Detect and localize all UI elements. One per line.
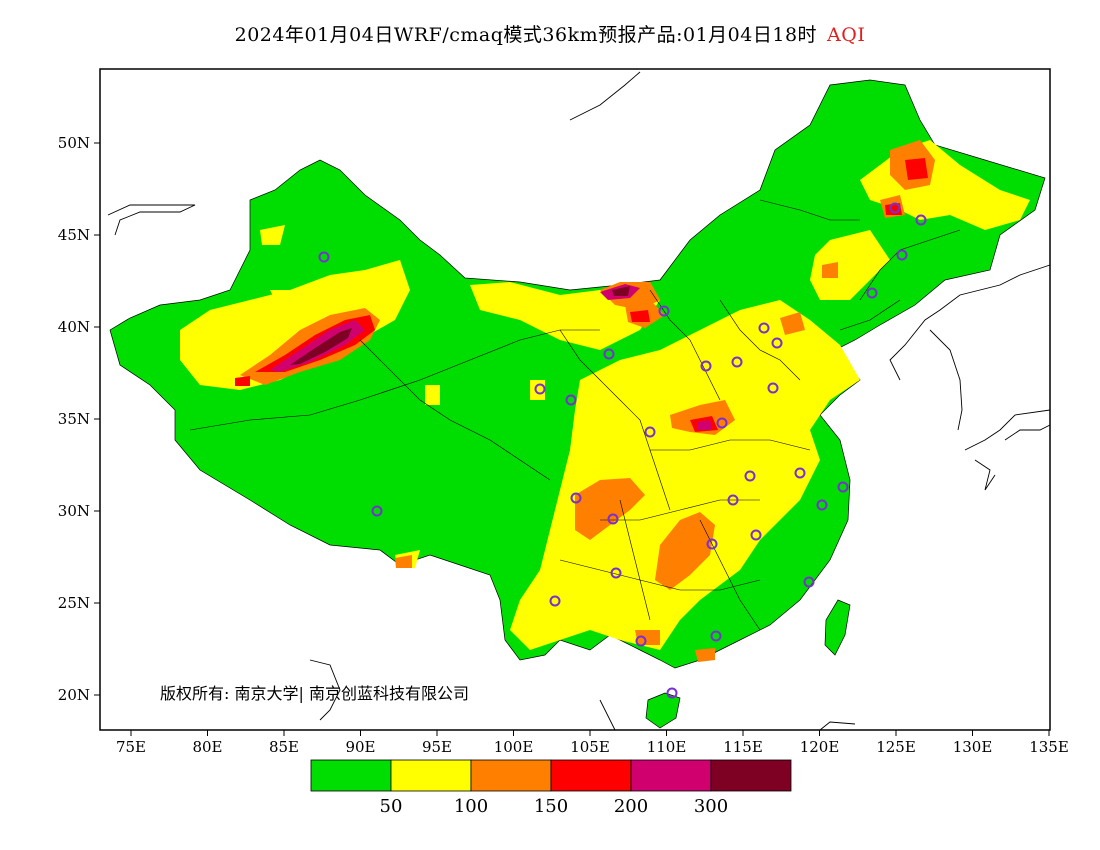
lon-tick-label: 100E	[494, 738, 534, 756]
lat-tick-label: 40N	[58, 318, 90, 336]
lat-tick-label: 35N	[58, 410, 90, 428]
legend-label: 150	[534, 796, 568, 817]
legend-label: 50	[380, 796, 403, 817]
lon-tick-label: 85E	[269, 738, 299, 756]
lon-tick-label: 115E	[723, 738, 763, 756]
lon-tick-label: 105E	[570, 738, 610, 756]
legend-label: 300	[694, 796, 728, 817]
lon-tick-label: 90E	[345, 738, 375, 756]
legend-label: 100	[454, 796, 488, 817]
copyright-notice: 版权所有: 南京大学| 南京创蓝科技有限公司	[160, 684, 469, 703]
lat-tick-label: 20N	[58, 686, 90, 704]
lon-tick-label: 95E	[422, 738, 452, 756]
lon-tick-label: 135E	[1029, 738, 1069, 756]
aqi-legend: 50 100 150 200 300	[310, 759, 792, 817]
station-markers	[318, 202, 927, 699]
hazardous-zones	[290, 286, 630, 365]
legend-label: 200	[614, 796, 648, 817]
legend-swatch	[630, 759, 712, 792]
province-boundaries	[189, 199, 961, 631]
longitude-axis: 75E 80E 85E 90E 95E 100E 105E 110E 115E 120E 125E 1…	[116, 730, 1069, 756]
lat-tick-label: 25N	[58, 594, 90, 612]
map-title: 2024年01月04日WRF/cmaq模式36km预报产品:01月04日18时 A…	[0, 20, 1100, 47]
lon-tick-label: 80E	[192, 738, 222, 756]
lon-tick-label: 130E	[953, 738, 993, 756]
legend-swatch	[550, 759, 632, 792]
lat-tick-label: 45N	[58, 226, 90, 244]
lat-tick-label: 50N	[58, 134, 90, 152]
lat-tick-label: 30N	[58, 502, 90, 520]
neighbour-coastlines	[107, 71, 1051, 731]
hainan-region	[645, 692, 681, 729]
legend-swatch	[710, 759, 792, 792]
legend-swatch	[390, 759, 472, 792]
legend-swatch	[470, 759, 552, 792]
lon-tick-label: 75E	[116, 738, 146, 756]
lon-tick-label: 120E	[800, 738, 840, 756]
legend-swatch	[310, 759, 392, 792]
china-region	[109, 79, 1046, 669]
moderate-zones	[180, 140, 1030, 650]
lon-tick-label: 125E	[876, 738, 916, 756]
title-variable: AQI	[827, 24, 866, 46]
lon-tick-label: 110E	[647, 738, 687, 756]
title-main: 2024年01月04日WRF/cmaq模式36km预报产品:01月04日18时	[234, 24, 818, 46]
latitude-axis: 20N 25N 30N 35N 40N 45N 50N	[58, 134, 100, 704]
taiwan-region	[824, 599, 851, 656]
